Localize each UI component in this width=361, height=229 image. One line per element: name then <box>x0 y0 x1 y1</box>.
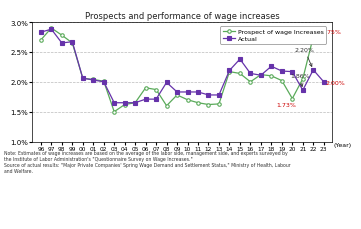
Line: Prospect of wage Increases: Prospect of wage Increases <box>39 27 315 114</box>
Prospect of wage Increases <box>60 35 64 37</box>
Actual <box>227 70 232 73</box>
Prospect of wage Increases <box>49 27 53 30</box>
Prospect of wage Increases <box>248 81 253 84</box>
Prospect of wage Increases <box>112 111 116 114</box>
Actual <box>49 29 53 31</box>
Text: 1.73%: 1.73% <box>277 102 296 107</box>
Prospect of wage Increases <box>227 71 232 74</box>
Legend: Prospect of wage Increases, Actual: Prospect of wage Increases, Actual <box>220 27 326 44</box>
Text: 2.75%: 2.75% <box>322 30 342 35</box>
Prospect of wage Increases <box>70 42 74 45</box>
Prospect of wage Increases <box>301 78 305 81</box>
Line: Actual: Actual <box>39 28 326 105</box>
Prospect of wage Increases <box>101 80 106 83</box>
Actual <box>322 81 326 84</box>
Prospect of wage Increases <box>122 104 127 106</box>
Prospect of wage Increases <box>269 75 274 78</box>
Actual <box>238 58 242 61</box>
Prospect of wage Increases <box>186 99 190 102</box>
Prospect of wage Increases <box>164 105 169 108</box>
Actual <box>301 89 305 92</box>
Actual <box>70 41 74 44</box>
Text: 1.86%: 1.86% <box>290 74 310 87</box>
Actual <box>290 71 295 74</box>
Text: Note: Estimates of wage increases are based on the average of the labor side, ma: Note: Estimates of wage increases are ba… <box>4 150 290 174</box>
Actual <box>248 73 253 76</box>
Prospect of wage Increases <box>143 87 148 90</box>
Actual <box>280 70 284 73</box>
Actual <box>81 77 85 80</box>
Prospect of wage Increases <box>259 74 263 77</box>
Title: Prospects and performance of wage increases: Prospects and performance of wage increa… <box>85 12 280 21</box>
Actual <box>101 81 106 84</box>
Actual <box>259 74 263 77</box>
Prospect of wage Increases <box>238 73 242 76</box>
Actual <box>206 94 211 97</box>
Prospect of wage Increases <box>133 102 137 105</box>
Actual <box>122 102 127 105</box>
Prospect of wage Increases <box>290 98 295 101</box>
Actual <box>196 91 200 94</box>
Prospect of wage Increases <box>280 80 284 83</box>
Prospect of wage Increases <box>206 104 211 106</box>
Text: 2.00%: 2.00% <box>325 80 345 85</box>
Actual <box>133 102 137 105</box>
Prospect of wage Increases <box>91 79 95 82</box>
Prospect of wage Increases <box>311 36 316 39</box>
Actual <box>60 42 64 45</box>
Actual <box>91 79 95 82</box>
Prospect of wage Increases <box>217 103 221 106</box>
Actual <box>112 102 116 105</box>
Prospect of wage Increases <box>81 77 85 80</box>
Actual <box>217 94 221 97</box>
Actual <box>154 98 158 101</box>
Actual <box>311 69 316 72</box>
Prospect of wage Increases <box>154 89 158 92</box>
Text: 2.20%: 2.20% <box>295 47 314 67</box>
Prospect of wage Increases <box>196 102 200 105</box>
Prospect of wage Increases <box>39 39 43 42</box>
Actual <box>175 91 179 94</box>
Actual <box>269 65 274 68</box>
Actual <box>143 98 148 101</box>
Prospect of wage Increases <box>175 94 179 97</box>
Text: (Year): (Year) <box>333 142 351 147</box>
Actual <box>39 32 43 34</box>
Actual <box>164 82 169 85</box>
Actual <box>186 91 190 94</box>
